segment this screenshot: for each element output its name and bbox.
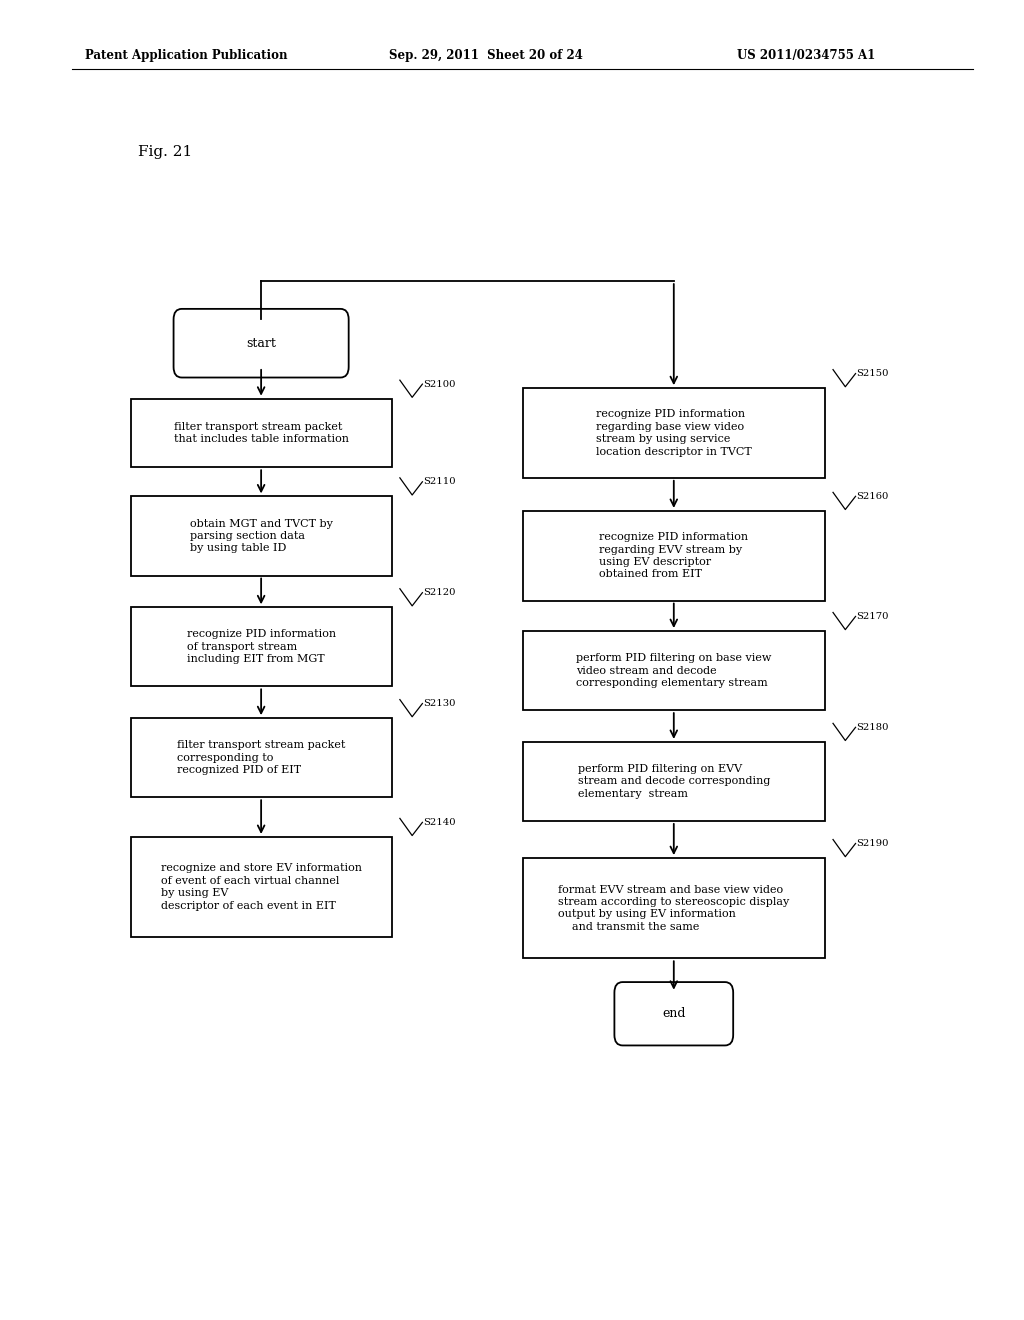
Text: recognize and store EV information
of event of each virtual channel
by using EV
: recognize and store EV information of ev… — [161, 863, 361, 911]
Text: perform PID filtering on base view
video stream and decode
corresponding element: perform PID filtering on base view video… — [577, 653, 771, 688]
Bar — [523, 742, 825, 821]
Text: recognize PID information
of transport stream
including EIT from MGT: recognize PID information of transport s… — [186, 630, 336, 664]
Bar — [523, 858, 825, 958]
Text: start: start — [246, 337, 276, 350]
Text: S2110: S2110 — [424, 478, 456, 486]
Text: recognize PID information
regarding base view video
stream by using service
loca: recognize PID information regarding base… — [596, 409, 752, 457]
Text: end: end — [663, 1007, 685, 1020]
Bar — [523, 511, 825, 601]
Text: obtain MGT and TVCT by
parsing section data
by using table ID: obtain MGT and TVCT by parsing section d… — [189, 519, 333, 553]
Text: Sep. 29, 2011  Sheet 20 of 24: Sep. 29, 2011 Sheet 20 of 24 — [389, 49, 583, 62]
Text: perform PID filtering on EVV
stream and decode corresponding
elementary  stream: perform PID filtering on EVV stream and … — [578, 764, 770, 799]
Text: S2140: S2140 — [424, 818, 456, 826]
Text: S2150: S2150 — [856, 370, 889, 378]
Text: recognize PID information
regarding EVV stream by
using EV descriptor
obtained f: recognize PID information regarding EVV … — [599, 532, 749, 579]
Text: S2130: S2130 — [424, 700, 456, 708]
Text: S2120: S2120 — [424, 589, 456, 597]
Text: S2100: S2100 — [424, 380, 456, 388]
Text: Fig. 21: Fig. 21 — [138, 145, 193, 158]
Text: format EVV stream and base view video
stream according to stereoscopic display
o: format EVV stream and base view video st… — [558, 884, 790, 932]
Bar — [131, 718, 391, 797]
Text: filter transport stream packet
that includes table information: filter transport stream packet that incl… — [174, 422, 348, 444]
Text: S2180: S2180 — [856, 723, 889, 731]
FancyBboxPatch shape — [614, 982, 733, 1045]
Text: Patent Application Publication: Patent Application Publication — [85, 49, 288, 62]
Text: S2170: S2170 — [856, 612, 889, 620]
Bar — [131, 399, 391, 467]
Bar — [131, 496, 391, 576]
Text: US 2011/0234755 A1: US 2011/0234755 A1 — [737, 49, 876, 62]
Bar — [523, 388, 825, 478]
Text: S2190: S2190 — [856, 840, 889, 847]
Bar — [523, 631, 825, 710]
Bar — [131, 607, 391, 686]
FancyBboxPatch shape — [173, 309, 348, 378]
Bar — [131, 837, 391, 937]
Text: S2160: S2160 — [856, 492, 889, 500]
Text: filter transport stream packet
corresponding to
recognized PID of EIT: filter transport stream packet correspon… — [177, 741, 345, 775]
